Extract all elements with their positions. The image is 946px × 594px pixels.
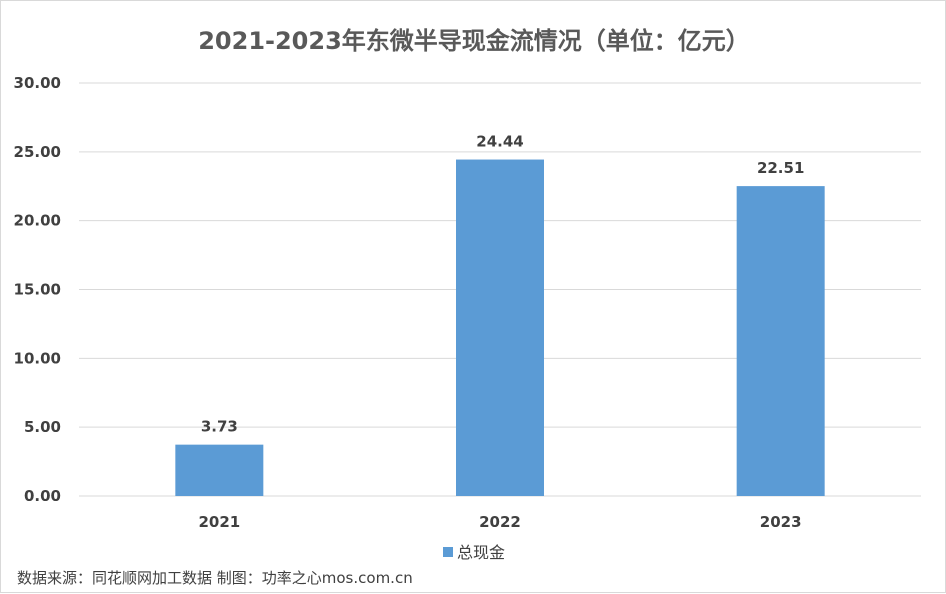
- bar-value-label: 22.51: [757, 159, 804, 177]
- bar: [736, 186, 825, 496]
- legend-swatch: [443, 547, 453, 557]
- y-tick-label: 0.00: [24, 487, 61, 505]
- x-category-label: 2021: [198, 513, 240, 531]
- chart-title: 2021-2023年东微半导现金流情况（单位：亿元）: [198, 27, 750, 55]
- y-axis-ticks: 0.00 5.00 10.00 15.00 20.00 25.00 30.00: [14, 74, 61, 505]
- y-tick-label: 10.00: [14, 349, 61, 367]
- bar: [456, 159, 544, 496]
- source-note: 数据来源：同花顺网加工数据 制图：功率之心mos.com.cn: [17, 569, 413, 587]
- legend: 总现金: [443, 543, 505, 562]
- y-tick-label: 30.00: [14, 74, 61, 92]
- x-category-label: 2023: [760, 513, 802, 531]
- legend-label: 总现金: [457, 543, 505, 562]
- y-tick-label: 20.00: [14, 212, 61, 230]
- data-labels: 3.73 24.44 22.51: [201, 133, 805, 436]
- bar: [175, 444, 264, 496]
- bar-value-label: 3.73: [201, 418, 238, 436]
- y-tick-label: 5.00: [24, 418, 61, 436]
- y-tick-label: 15.00: [14, 281, 61, 299]
- x-category-label: 2022: [479, 513, 521, 531]
- bar-value-label: 24.44: [476, 133, 523, 151]
- x-axis-categories: 2021 2022 2023: [198, 513, 801, 531]
- y-tick-label: 25.00: [14, 143, 61, 161]
- bars: [175, 159, 825, 496]
